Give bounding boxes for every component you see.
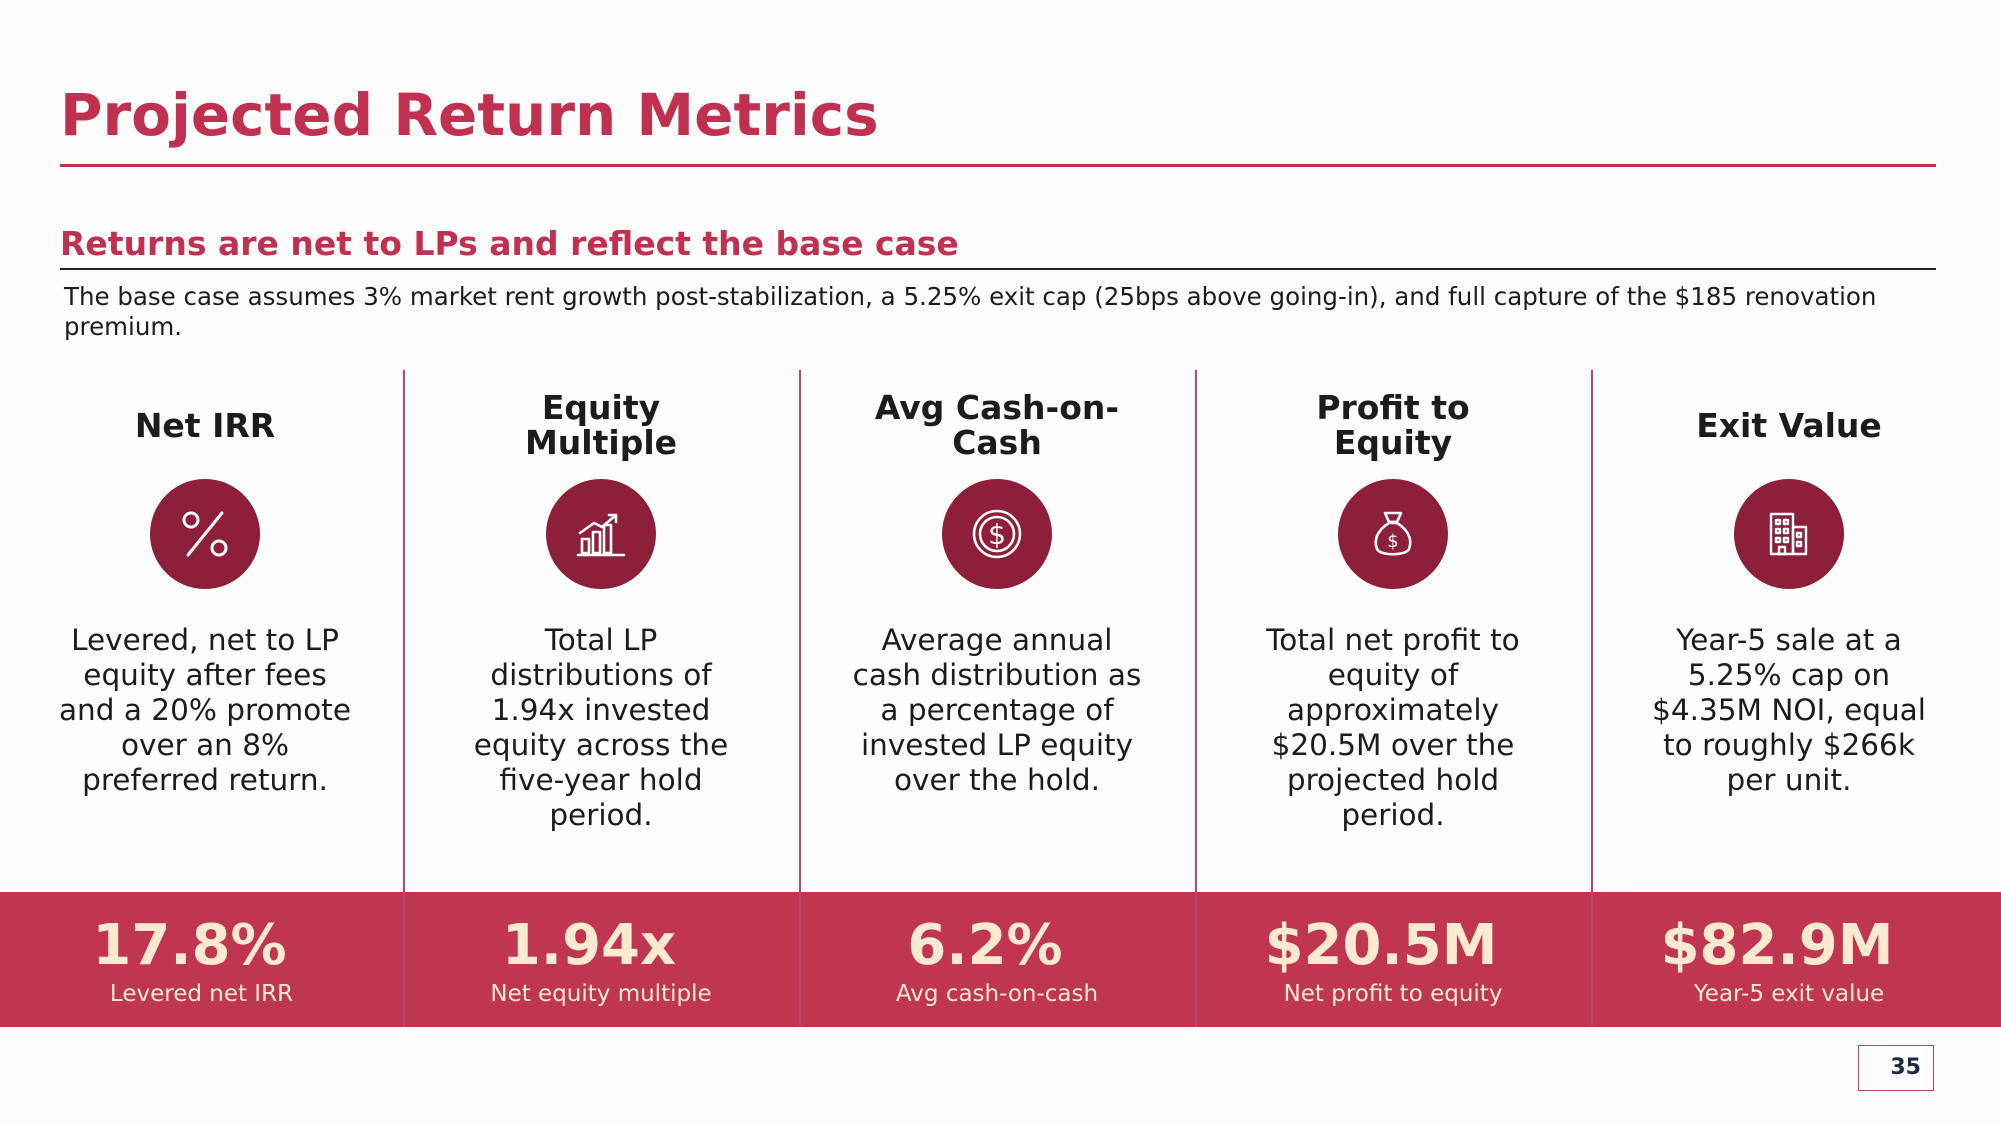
metric-profit-to-equity: Profit to Equity $ Total net profit to e… (1195, 370, 1591, 892)
metric-description: Total net profit to equity of approximat… (1266, 623, 1520, 832)
metrics-grid: Net IRR Levered, net to LP equity after … (0, 370, 2001, 892)
money-bag-icon: $ (1338, 479, 1448, 589)
stat-value: 6.2% (907, 913, 1063, 978)
stat-value: 1.94x (501, 913, 677, 978)
stat-value: $82.9M (1660, 913, 1894, 978)
metric-description: Average annual cash distribution as a pe… (852, 623, 1142, 797)
svg-text:$: $ (988, 518, 1006, 551)
column-divider (1591, 370, 1593, 1027)
page-title: Projected Return Metrics (60, 81, 879, 149)
stat-label: Levered net IRR (109, 981, 294, 1007)
stat-label: Avg cash-on-cash (895, 981, 1099, 1007)
base-case-description: The base case assumes 3% market rent gro… (64, 282, 1877, 341)
subtitle-divider (60, 268, 1936, 270)
stat-label: Net profit to equity (1283, 981, 1503, 1007)
percent-icon (150, 479, 260, 589)
stat-exit-value: $82.9M Year-5 exit value (1591, 892, 1987, 1027)
building-icon (1734, 479, 1844, 589)
metric-net-irr: Net IRR Levered, net to LP equity after … (7, 370, 403, 892)
title-divider (60, 164, 1936, 167)
page-number: 35 (1858, 1045, 1934, 1091)
stat-label: Net equity multiple (490, 981, 712, 1007)
stat-profit-to-equity: $20.5M Net profit to equity (1195, 892, 1591, 1027)
metric-avg-cash-on-cash: Avg Cash-on-Cash $ Average annual cash d… (799, 370, 1195, 892)
metric-title: Avg Cash-on-Cash (874, 388, 1120, 462)
stat-label: Year-5 exit value (1693, 981, 1885, 1007)
metric-description: Total LP distributions of 1.94x invested… (473, 623, 729, 832)
stats-band (0, 892, 2001, 1027)
metric-title: Net IRR (134, 405, 276, 445)
stat-avg-cash-on-cash: 6.2% Avg cash-on-cash (799, 892, 1195, 1027)
dollar-coin-icon: $ (942, 479, 1052, 589)
stat-value: 17.8% (92, 913, 287, 978)
column-divider (799, 370, 801, 1027)
metric-description: Levered, net to LP equity after fees and… (58, 623, 352, 797)
section-subtitle: Returns are net to LPs and reflect the b… (60, 224, 959, 263)
metric-equity-multiple: Equity Multiple Total LP distributions o… (403, 370, 799, 892)
metric-title: Profit to Equity (1316, 388, 1470, 462)
stat-net-irr: 17.8% Levered net IRR (0, 892, 403, 1027)
growth-chart-icon (546, 479, 656, 589)
column-divider (1195, 370, 1197, 1027)
svg-text:$: $ (1387, 531, 1398, 552)
metric-title: Equity Multiple (524, 388, 678, 462)
column-divider (403, 370, 405, 1027)
metric-title: Exit Value (1696, 405, 1882, 445)
metric-exit-value: Exit Value Year-5 sale at a 5.25% cap on… (1591, 370, 1987, 892)
stat-value: $20.5M (1264, 913, 1498, 978)
stat-equity-multiple: 1.94x Net equity multiple (403, 892, 799, 1027)
metric-description: Year-5 sale at a 5.25% cap on $4.35M NOI… (1652, 623, 1926, 797)
